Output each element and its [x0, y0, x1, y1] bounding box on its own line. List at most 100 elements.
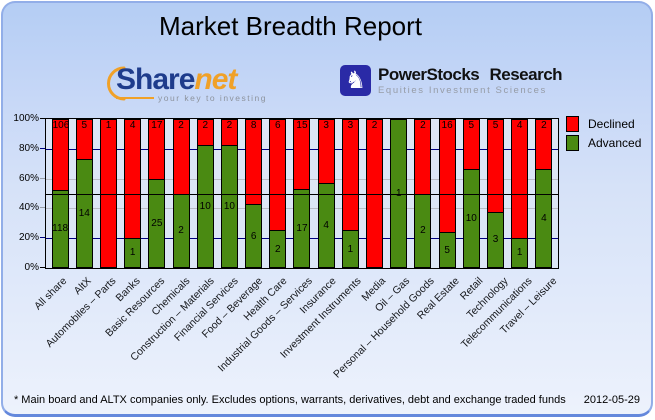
- declined-segment: 4: [125, 120, 141, 238]
- declined-segment: 16: [439, 120, 455, 232]
- advanced-count: 25: [151, 218, 163, 230]
- advanced-count: 10: [465, 213, 477, 224]
- declined-segment: 5: [76, 120, 92, 159]
- legend-label: Advanced: [588, 136, 642, 150]
- advanced-segment: 3: [487, 211, 503, 267]
- reference-line-50: [46, 193, 558, 195]
- tagline-rule: [116, 97, 154, 99]
- y-tick-mark-100: [40, 118, 45, 119]
- powerstocks-tagline: Equities Investment Sciences: [378, 85, 547, 96]
- powerstocks-wordmark: PowerStocks Research: [378, 65, 563, 84]
- advanced-segment: 17: [294, 188, 310, 267]
- legend-item-declined: Declined: [566, 116, 641, 132]
- sharenet-wordmark: Sharenet: [116, 63, 237, 96]
- logo-row: Sharenet your key to investing ♞ PowerSt…: [3, 61, 655, 109]
- declined-count: 2: [178, 120, 184, 131]
- advanced-count: 10: [199, 200, 211, 212]
- declined-segment: 2: [173, 120, 189, 194]
- page-title: Market Breadth Report: [158, 11, 422, 41]
- declined-count: 5: [468, 120, 475, 131]
- declined-count: 2: [420, 120, 426, 131]
- advanced-count: 4: [323, 220, 329, 231]
- declined-segment: 5: [487, 120, 503, 212]
- knight-icon: ♞: [340, 65, 371, 96]
- legend-item-advanced: Advanced: [566, 135, 641, 151]
- advanced-segment: 25: [149, 179, 165, 267]
- y-tick-mark-40: [40, 207, 45, 209]
- advanced-segment: 1: [342, 230, 358, 267]
- declined-segment: 2: [221, 120, 237, 145]
- y-tick-label-100: 100%: [13, 113, 39, 124]
- y-tick-mark-60: [40, 177, 45, 179]
- advanced-segment: 2: [270, 230, 286, 267]
- declined-segment: 15: [294, 120, 310, 189]
- y-tick-mark-20: [40, 237, 45, 239]
- declined-count: 15: [296, 120, 308, 131]
- declined-segment: 3: [318, 120, 334, 183]
- category-label-all-share: All share: [32, 275, 70, 313]
- advanced-count: 6: [250, 230, 257, 242]
- advanced-count: 3: [492, 234, 499, 246]
- declined-count: 16: [441, 120, 453, 131]
- y-tick-label-60: 60%: [18, 172, 39, 184]
- breadth-chart-plot-area: 1061185141411725222102108662151734312122…: [45, 118, 559, 269]
- declined-segment: 6: [270, 120, 286, 231]
- declined-segment: 17: [149, 120, 165, 180]
- advanced-count: 118: [52, 223, 69, 235]
- advanced-count: 1: [347, 243, 354, 255]
- declined-segment: 2: [415, 120, 431, 194]
- advanced-segment: 5: [439, 232, 455, 267]
- declined-count: 2: [226, 120, 233, 131]
- advanced-segment: 1: [512, 237, 528, 267]
- chart-legend: Declined Advanced: [566, 116, 641, 154]
- advanced-count: 1: [516, 247, 523, 259]
- legend-swatch-declined: [566, 116, 579, 132]
- declined-segment: 5: [463, 120, 479, 169]
- legend-swatch-advanced: [566, 135, 579, 151]
- advanced-count: 2: [178, 225, 184, 237]
- footer: * Main board and ALTX companies only. Ex…: [3, 394, 651, 406]
- advanced-segment: 14: [76, 158, 92, 267]
- x-axis-labels: All share AltX Automobiles – Parts Banks Bas…: [32, 273, 559, 393]
- y-tick-label-80: 80%: [18, 142, 39, 154]
- declined-count: 3: [347, 120, 354, 131]
- y-tick-mark-80: [40, 147, 45, 149]
- advanced-count: 2: [275, 243, 281, 255]
- declined-count: 1: [105, 120, 112, 131]
- advanced-segment: 10: [221, 144, 237, 267]
- declined-count: 2: [541, 120, 547, 131]
- declined-count: 2: [202, 120, 208, 131]
- y-tick-label-40: 40%: [18, 202, 39, 214]
- declined-segment: 4: [512, 120, 528, 238]
- declined-count: 4: [129, 120, 136, 131]
- report-date: 2012-05-29: [583, 394, 641, 406]
- sharenet-tagline: your key to investing: [116, 93, 267, 103]
- advanced-segment: 4: [536, 169, 552, 267]
- declined-count: 106: [52, 120, 70, 131]
- advanced-segment: 118: [52, 189, 69, 267]
- declined-count: 2: [371, 120, 378, 131]
- advanced-segment: 2: [173, 193, 189, 267]
- advanced-count: 14: [78, 207, 90, 219]
- y-tick-mark-0: [40, 267, 45, 268]
- advanced-count: 17: [296, 222, 308, 234]
- declined-count: 17: [151, 120, 163, 131]
- declined-count: 4: [516, 120, 523, 131]
- declined-segment: 106: [52, 120, 70, 190]
- advanced-segment: 4: [318, 183, 334, 267]
- advanced-count: 10: [223, 200, 235, 212]
- footnote: * Main board and ALTX companies only. Ex…: [13, 394, 566, 406]
- legend-label: Declined: [588, 117, 635, 131]
- advanced-count: 1: [129, 247, 136, 259]
- advanced-segment: 1: [125, 237, 141, 267]
- advanced-segment: 10: [197, 144, 213, 267]
- declined-segment: 3: [342, 120, 358, 231]
- advanced-segment: 2: [415, 193, 431, 267]
- declined-count: 3: [323, 120, 329, 131]
- advanced-count: 4: [541, 213, 547, 224]
- advanced-segment: 10: [463, 169, 479, 267]
